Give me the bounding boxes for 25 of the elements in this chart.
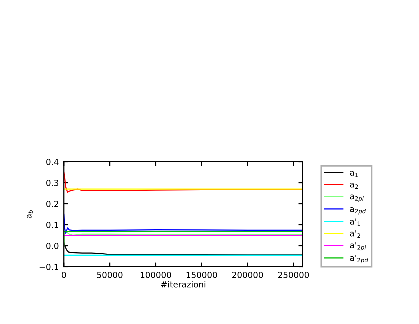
legend-label: a$_{2pd}$ <box>350 207 366 215</box>
line-series <box>64 172 303 193</box>
y-tick-label: −0.1 <box>40 264 58 270</box>
y-axis-title: a$_{b}$ <box>27 210 34 219</box>
x-tick-label: 150000 <box>186 272 218 278</box>
line-series <box>64 214 303 234</box>
legend-label: a'$_{2pd}$ <box>350 255 368 264</box>
legend-label: a$_{2}$ <box>350 182 358 190</box>
x-tick-label: 0 <box>62 272 66 278</box>
y-tick-label: 0.2 <box>46 200 58 208</box>
y-tick-label: 0.4 <box>46 158 59 166</box>
x-tick-label: 250000 <box>278 272 310 278</box>
y-tick-label: 0.3 <box>46 180 59 186</box>
legend-label: a'$_{2pi}$ <box>350 242 366 251</box>
x-tick-label: 200000 <box>232 272 264 278</box>
legend-label: a'$_{2}$ <box>350 230 360 238</box>
y-tick-label: 0.0 <box>46 242 59 250</box>
legend-label: a$_{2pi}$ <box>350 194 364 202</box>
x-tick-label: 100000 <box>140 272 172 278</box>
line-series <box>64 230 303 247</box>
legend-label: a$_{1}$ <box>350 171 358 178</box>
x-tick-label: 50000 <box>97 272 123 278</box>
legend-label: a'$_{1}$ <box>350 218 360 226</box>
x-axis-title: #iterazioni <box>161 281 206 288</box>
y-tick-label: 0.1 <box>46 222 58 228</box>
